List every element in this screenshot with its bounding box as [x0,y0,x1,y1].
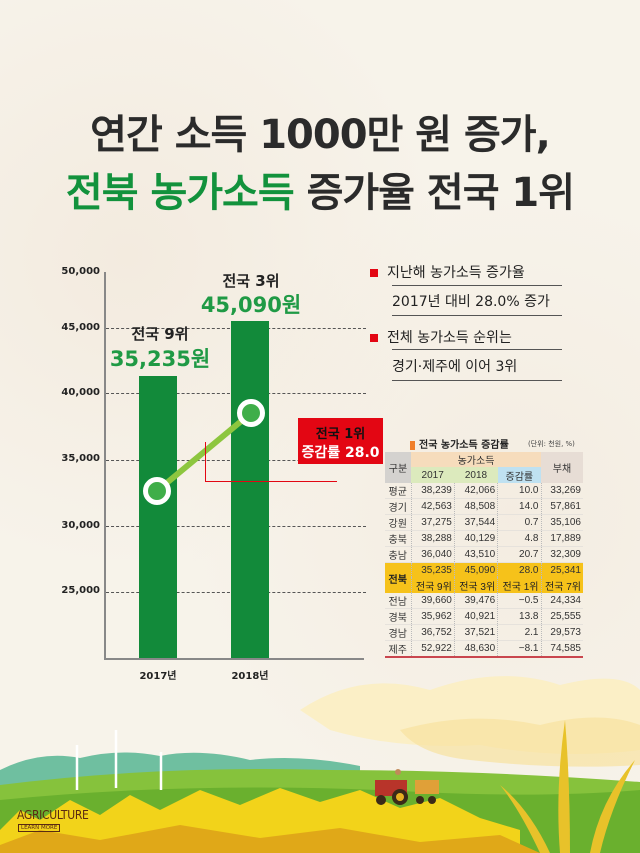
header-debt: 부채 [541,452,583,483]
table-row: 경남 36,752 37,521 2.1 29,573 [385,624,583,641]
table-row: 평균 38,239 42,066 10.0 33,269 [385,483,583,499]
table-row: 충남 36,040 43,510 20.7 32,309 [385,546,583,563]
table-row-highlight-ranks: 전국 9위 전국 3위 전국 1위 전국 7위 [385,577,583,593]
table-row: 전남 39,660 39,476 −0.5 24,334 [385,593,583,609]
xlabel-2018: 2018년 [231,671,269,682]
farm-landscape-illustration [0,676,640,853]
table-title: 전국 농가소득 증감률 [410,436,509,451]
callout-rank: 전국 1위 [315,427,366,442]
bar-2018-value: 45,090원 [200,293,302,317]
table-row: 충북 38,288 40,129 4.8 17,889 [385,530,583,547]
note-divider [392,349,562,350]
headline-highlight: 전북 농가소득 [65,170,295,216]
callout-badge: 전국 1위 증감률 28.0 [298,418,383,464]
bullet-square-icon [410,440,415,450]
table-unit: (단위: 천원, %) [528,440,575,448]
ytick: 25,000 [61,585,100,596]
point-2018 [237,399,265,427]
bar-2017-rank: 전국 9위 [131,325,189,343]
ytick: 45,000 [61,322,100,333]
headline-rest: 증가율 전국 1위 [293,170,576,216]
x-axis [104,658,364,660]
header-2018: 2018 [454,467,498,483]
table-row-highlight: 전북 35,235 45,090 28.0 25,341 [385,562,583,593]
note-1-line1: 지난해 농가소득 증가율 [370,262,525,282]
ytick: 50,000 [61,266,100,277]
table-row: 경기 42,563 48,508 14.0 57,861 [385,498,583,515]
bullet-square-icon [370,334,378,342]
callout-connector [205,442,337,482]
ytick: 35,000 [61,453,100,464]
note-divider [392,380,562,381]
income-table: 구분 농가소득 부채 2017 2018 증감률 평균 38,239 42,066 1… [385,452,583,658]
header-gubun: 구분 [385,452,411,483]
table-row: 강원 37,275 37,544 0.7 35,106 [385,514,583,531]
callout-rate: 증감률 28.0 [301,445,380,461]
header-2017: 2017 [411,467,455,483]
point-2017 [143,477,171,505]
learn-more-label: LEARN MORE [18,824,61,832]
bullet-square-icon [370,269,378,277]
bar-2017-value: 35,235원 [109,347,211,371]
note-divider [392,315,562,316]
bar-2018 [231,321,269,658]
headline-line2: 전북 농가소득 증가율 전국 1위 [0,160,640,218]
ytick: 40,000 [61,387,100,398]
bar-2018-rank: 전국 3위 [222,272,280,290]
table-row: 경북 35,962 40,921 13.8 25,555 [385,608,583,625]
note-2-line1: 전체 농가소득 순위는 [370,327,512,347]
bar-2017 [139,376,177,658]
xlabel-2017: 2017년 [139,671,177,682]
brand-logo: AGRICULTURE [17,808,89,822]
ytick: 30,000 [61,520,100,531]
table-row: 제주 52,922 48,630 −8.1 74,585 [385,640,583,658]
note-1-line2: 2017년 대비 28.0% 증가 [392,294,550,310]
header-rate: 증감률 [497,467,541,483]
headline-line1: 연간 소득 1000만 원 증가, [90,112,551,158]
note-divider [392,285,562,286]
note-2-line2: 경기·제주에 이어 3위 [392,359,518,375]
y-axis [104,272,106,659]
header-income-group: 농가소득 [411,452,541,467]
